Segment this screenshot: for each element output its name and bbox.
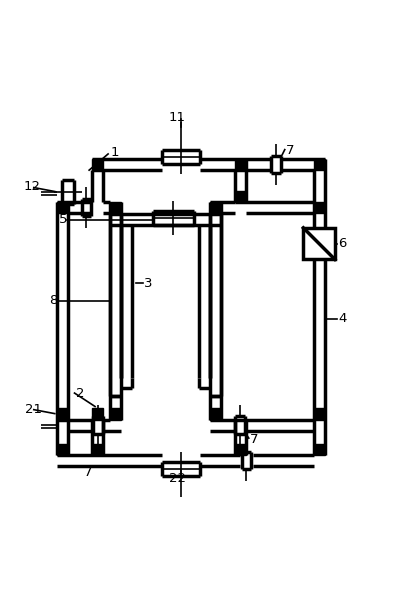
Bar <box>110 202 121 213</box>
Text: 7: 7 <box>84 466 93 478</box>
Bar <box>92 408 103 420</box>
Bar <box>314 408 325 420</box>
Text: 1: 1 <box>110 147 119 159</box>
Bar <box>92 444 103 455</box>
Text: 22: 22 <box>169 472 186 486</box>
Bar <box>110 408 121 420</box>
Text: 5: 5 <box>59 213 67 227</box>
Text: 11: 11 <box>169 111 186 124</box>
Bar <box>234 191 246 202</box>
Text: 7: 7 <box>286 144 295 157</box>
Bar <box>314 158 325 170</box>
Bar <box>210 203 221 214</box>
Text: 2: 2 <box>76 388 85 400</box>
Bar <box>210 202 221 213</box>
Bar <box>234 444 246 455</box>
Bar <box>210 408 221 420</box>
Bar <box>234 158 246 170</box>
Bar <box>57 408 68 420</box>
Bar <box>57 444 68 455</box>
Text: 8: 8 <box>49 294 57 307</box>
Bar <box>314 444 325 455</box>
Text: 12: 12 <box>23 180 40 193</box>
Text: 3: 3 <box>144 277 152 289</box>
Bar <box>303 228 335 260</box>
Bar <box>92 158 103 170</box>
Bar <box>57 202 68 213</box>
Text: 4: 4 <box>339 312 347 325</box>
Text: 6: 6 <box>339 237 347 250</box>
Text: 7: 7 <box>250 433 258 446</box>
Bar <box>110 205 121 214</box>
Bar <box>314 202 325 213</box>
Text: 21: 21 <box>25 403 42 416</box>
